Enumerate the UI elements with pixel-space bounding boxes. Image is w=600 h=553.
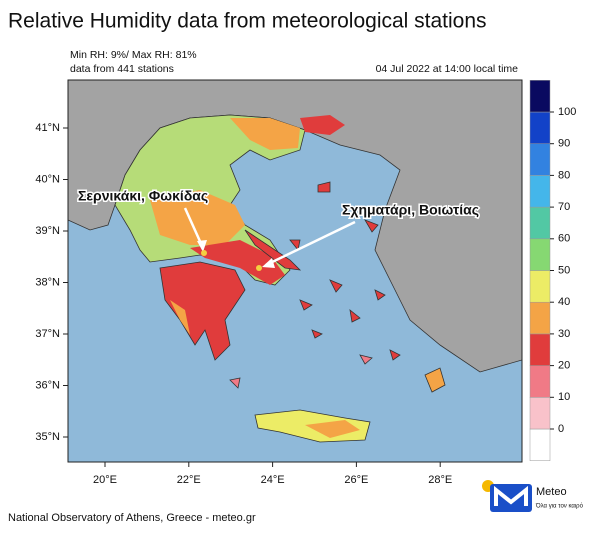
- annotations: Σερνικάκι, Φωκίδας Σερνικάκι, Φωκίδας Σχ…: [77, 186, 481, 271]
- colorbar-label: 50: [558, 264, 570, 276]
- y-tick-label: 40°N: [35, 173, 60, 185]
- colorbar-segment: [529, 111, 551, 144]
- arrow-head: [197, 240, 207, 252]
- humidity-patch: [305, 420, 360, 438]
- x-tick-label: 22°E: [177, 474, 201, 486]
- colorbar-segment: [529, 238, 551, 271]
- colorbar-label: 40: [558, 296, 570, 308]
- y-tick-label: 35°N: [35, 431, 60, 443]
- station-marker: [201, 250, 207, 256]
- logo-tagline: Όλα για τον καιρό: [535, 503, 584, 510]
- colorbar-label: 100: [558, 106, 576, 118]
- colorbar-segment: [529, 270, 551, 303]
- logo: Meteo Όλα για τον καιρό: [482, 480, 584, 512]
- colorbar-segment: [529, 397, 551, 430]
- y-tick-label: 38°N: [35, 276, 60, 288]
- x-tick-label: 26°E: [344, 474, 368, 486]
- x-tick-label: 20°E: [93, 474, 117, 486]
- colorbar-label: 30: [558, 328, 570, 340]
- colorbar-segment: [529, 143, 551, 176]
- arrow-head: [262, 258, 275, 268]
- x-tick-label: 28°E: [428, 474, 452, 486]
- neighbor-land: [67, 79, 523, 373]
- title: Relative Humidity data from meteorologic…: [8, 10, 487, 33]
- humidity-patch: [190, 240, 285, 285]
- annotation: Σερνικάκι, Φωκίδας: [78, 188, 208, 204]
- colorbar-segment: [529, 333, 551, 366]
- timestamp: 04 Jul 2022 at 14:00 local time: [376, 63, 519, 75]
- rhodes: [424, 367, 446, 393]
- map: [67, 79, 523, 463]
- stats: Min RH: 9%/ Max RH: 81%: [70, 49, 197, 61]
- map-frame: [67, 79, 523, 463]
- y-tick-label: 39°N: [35, 225, 60, 237]
- humidity-patch: [170, 300, 190, 335]
- axes: 20°E 22°E 24°E 26°E 28°E 41°N 40°N 39°N 38°N 37°N…: [35, 122, 452, 486]
- logo-m: [494, 485, 528, 506]
- colorbar-segment: [529, 301, 551, 335]
- y-tick-label: 37°N: [35, 328, 60, 340]
- station-marker: [256, 265, 262, 271]
- stations: data from 441 stations: [70, 63, 174, 75]
- colorbar-segment: [529, 428, 551, 461]
- colorbar-label: 0: [558, 423, 564, 435]
- logo-name: Meteo: [536, 486, 567, 498]
- colorbar-segment: [529, 80, 551, 113]
- colorbar-label: 20: [558, 360, 570, 372]
- footer: National Observatory of Athens, Greece -…: [8, 512, 256, 524]
- annotation-halo: Σχηματάρι, Βοιωτίας: [342, 202, 479, 218]
- humidity-patch: [300, 115, 345, 135]
- colorbar-label: 70: [558, 201, 570, 213]
- evia: [244, 229, 302, 271]
- colorbar: 0 10 20 30 40 50 60 70 80 90 100: [529, 80, 576, 461]
- y-tick-label: 41°N: [35, 122, 60, 134]
- colorbar-label: 10: [558, 391, 570, 403]
- logo-badge: [490, 484, 532, 512]
- colorbar-segment: [529, 206, 551, 240]
- y-tick-label: 36°N: [35, 379, 60, 391]
- annotation-halo: Σερνικάκι, Φωκίδας: [78, 188, 208, 204]
- colorbar-segment: [529, 175, 551, 208]
- colorbar-label: 90: [558, 138, 570, 150]
- colorbar-label: 60: [558, 233, 570, 245]
- peloponnese: [159, 261, 246, 361]
- colorbar-segment: [529, 365, 551, 398]
- colorbar-label: 80: [558, 169, 570, 181]
- islands: [289, 181, 401, 361]
- humidity-patch: [230, 118, 300, 150]
- x-tick-label: 24°E: [261, 474, 285, 486]
- arrow: [265, 220, 356, 267]
- annotation: Σχηματάρι, Βοιωτίας: [342, 202, 479, 218]
- islands: [229, 354, 373, 389]
- humidity-patch: [150, 190, 245, 245]
